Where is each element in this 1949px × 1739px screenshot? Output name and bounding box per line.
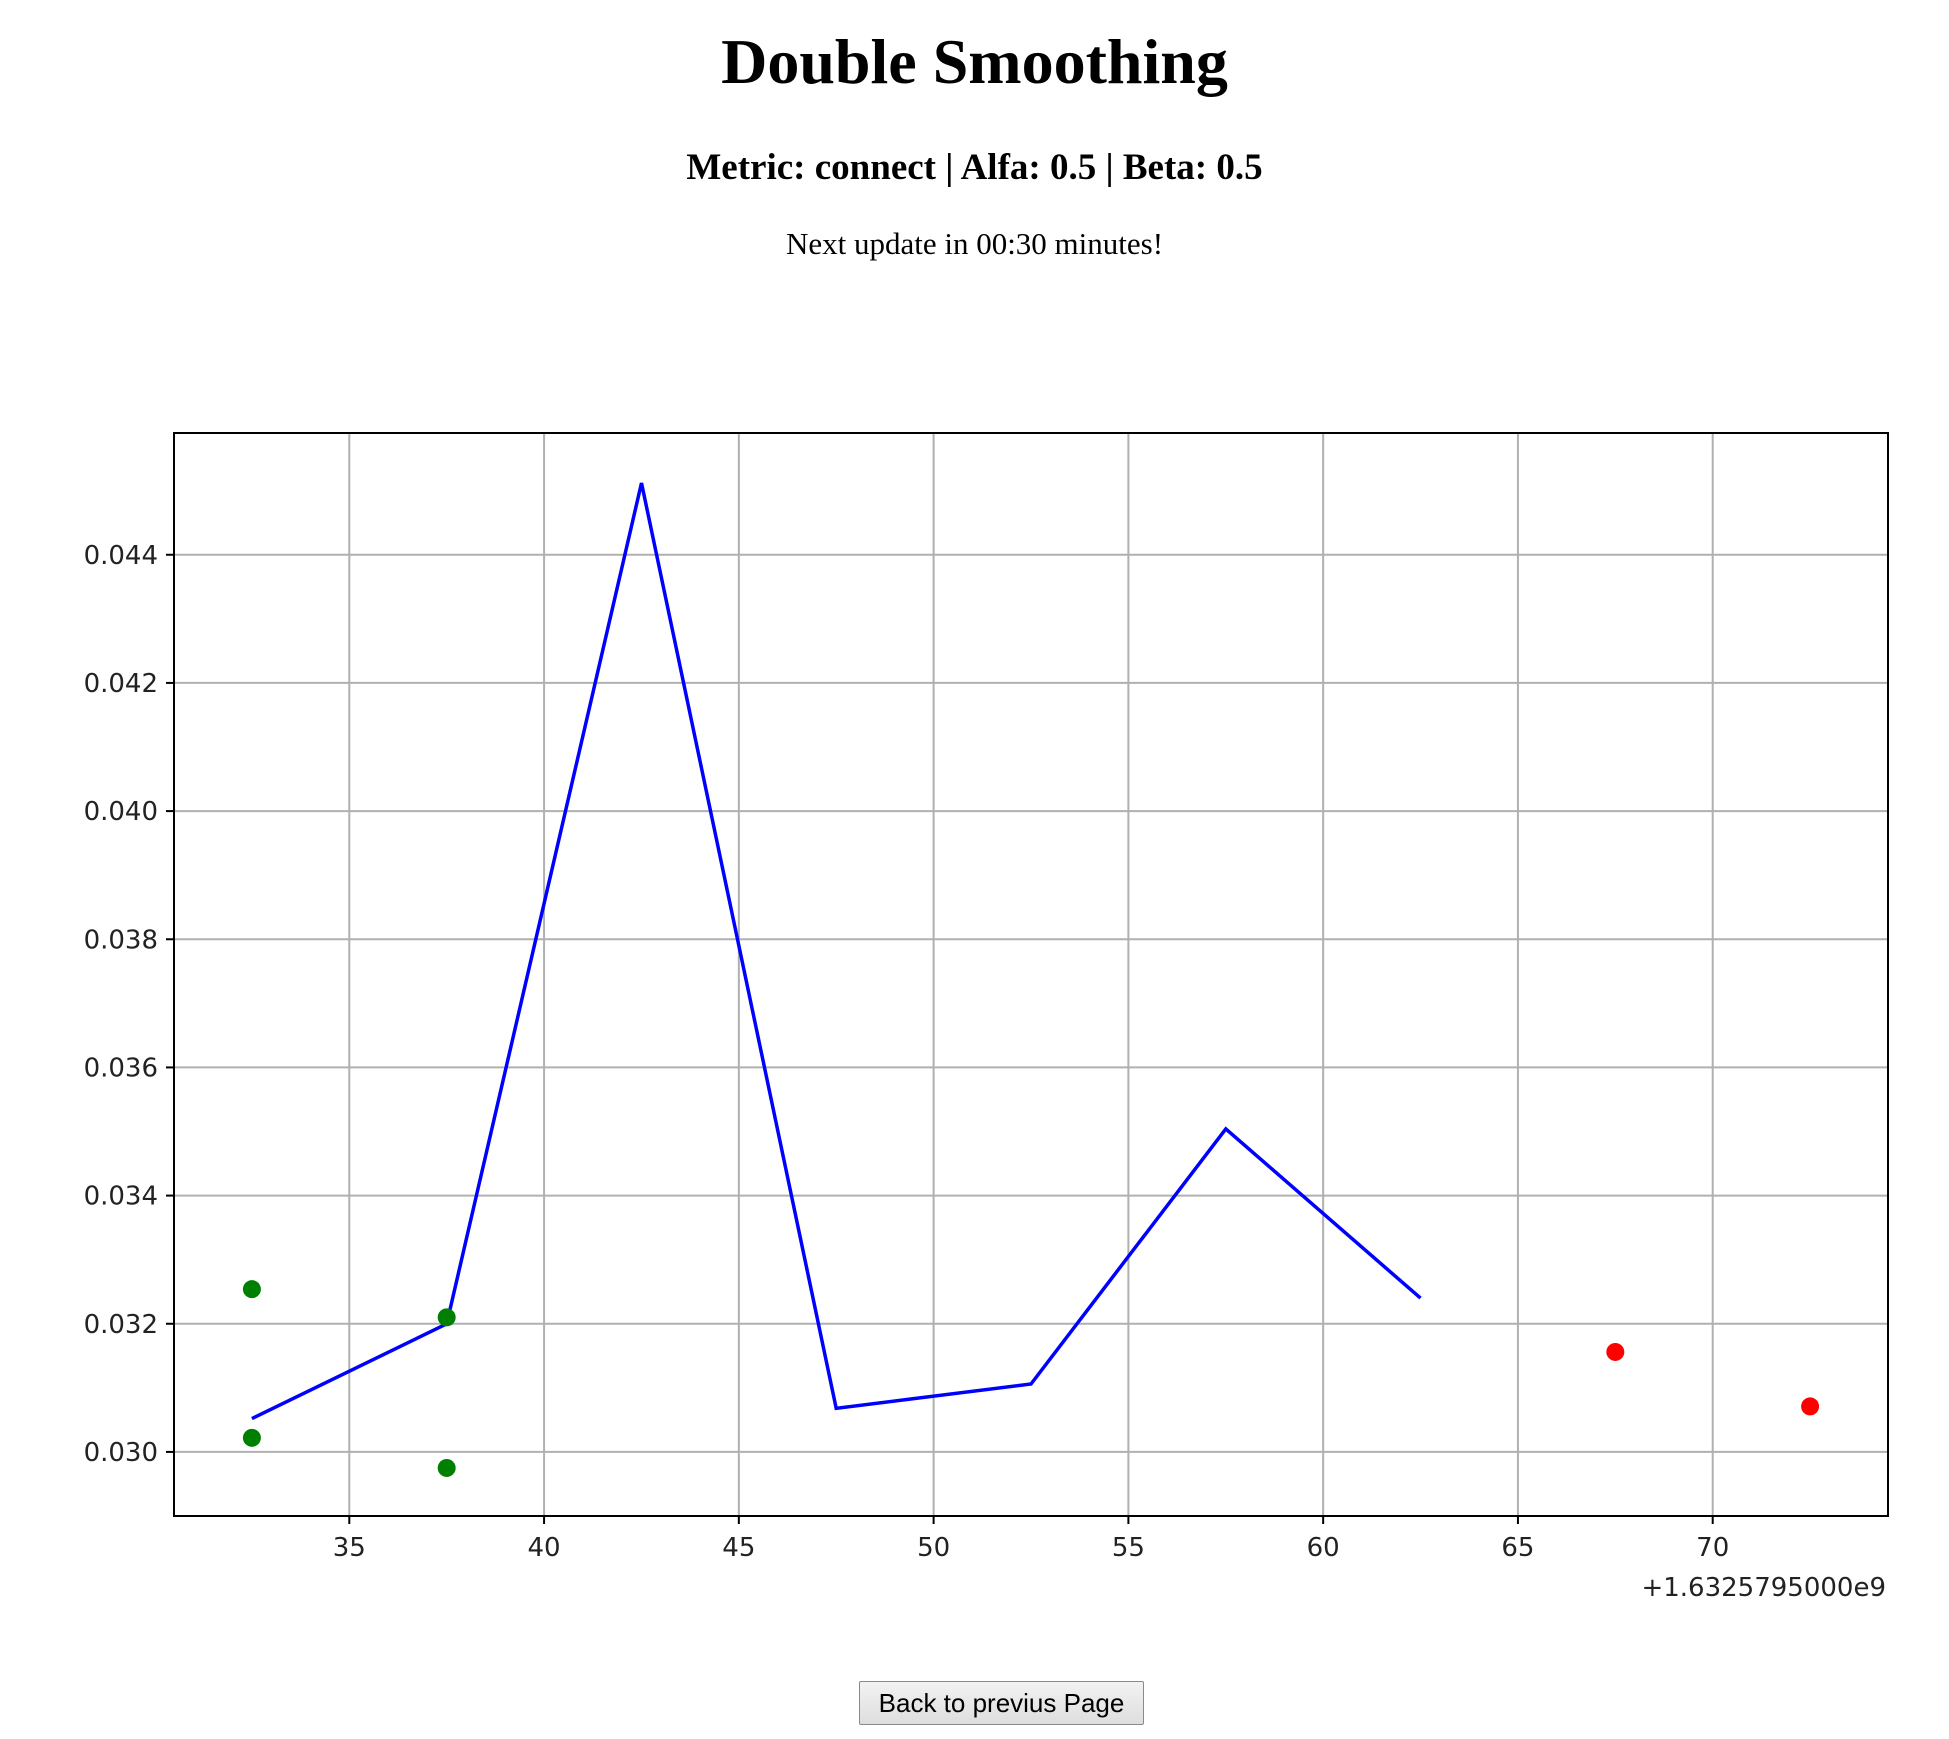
x-tick-label: 45 — [722, 1533, 755, 1563]
observed-point — [242, 1280, 261, 1299]
y-tick-label: 0.030 — [84, 1438, 158, 1468]
plot-series — [242, 482, 1820, 1477]
page-subtitle: Metric: connect | Alfa: 0.5 | Beta: 0.5 — [686, 147, 1263, 188]
forecast-point — [1801, 1397, 1820, 1416]
y-tick-label: 0.032 — [84, 1310, 158, 1340]
observed-point — [437, 1308, 456, 1327]
x-tick-label: 60 — [1307, 1533, 1340, 1563]
observed-point — [242, 1428, 261, 1447]
forecast-point — [1606, 1342, 1625, 1361]
y-tick-label: 0.040 — [84, 797, 158, 827]
update-countdown: Next update in 00:30 minutes! — [785, 226, 1164, 261]
y-tick-label: 0.044 — [84, 541, 158, 571]
back-button[interactable]: Back to previus Page — [859, 1681, 1144, 1725]
y-tick-label: 0.038 — [84, 925, 158, 955]
x-tick-label: 50 — [917, 1533, 950, 1563]
plot-frame — [173, 432, 1889, 1517]
grid — [174, 433, 1888, 1516]
x-tick-label: 35 — [333, 1533, 366, 1563]
observed-point — [437, 1458, 456, 1477]
x-tick-label: 55 — [1112, 1533, 1145, 1563]
y-tick-label: 0.042 — [84, 669, 158, 699]
y-tick-label: 0.036 — [84, 1053, 158, 1083]
x-tick-label: 40 — [528, 1533, 561, 1563]
y-tick-label: 0.034 — [84, 1182, 158, 1212]
smoothing-line — [251, 482, 1422, 1421]
x-tick-label: 65 — [1501, 1533, 1534, 1563]
x-offset-label: +1.6325795000e9 — [1641, 1573, 1886, 1603]
axis-ticks: 35 40 45 50 55 60 65 70 0.030 0.032 0.034 0.036 0.03… — [84, 541, 1730, 1563]
x-tick-label: 70 — [1696, 1533, 1729, 1563]
page-title: Double Smoothing — [721, 26, 1228, 97]
